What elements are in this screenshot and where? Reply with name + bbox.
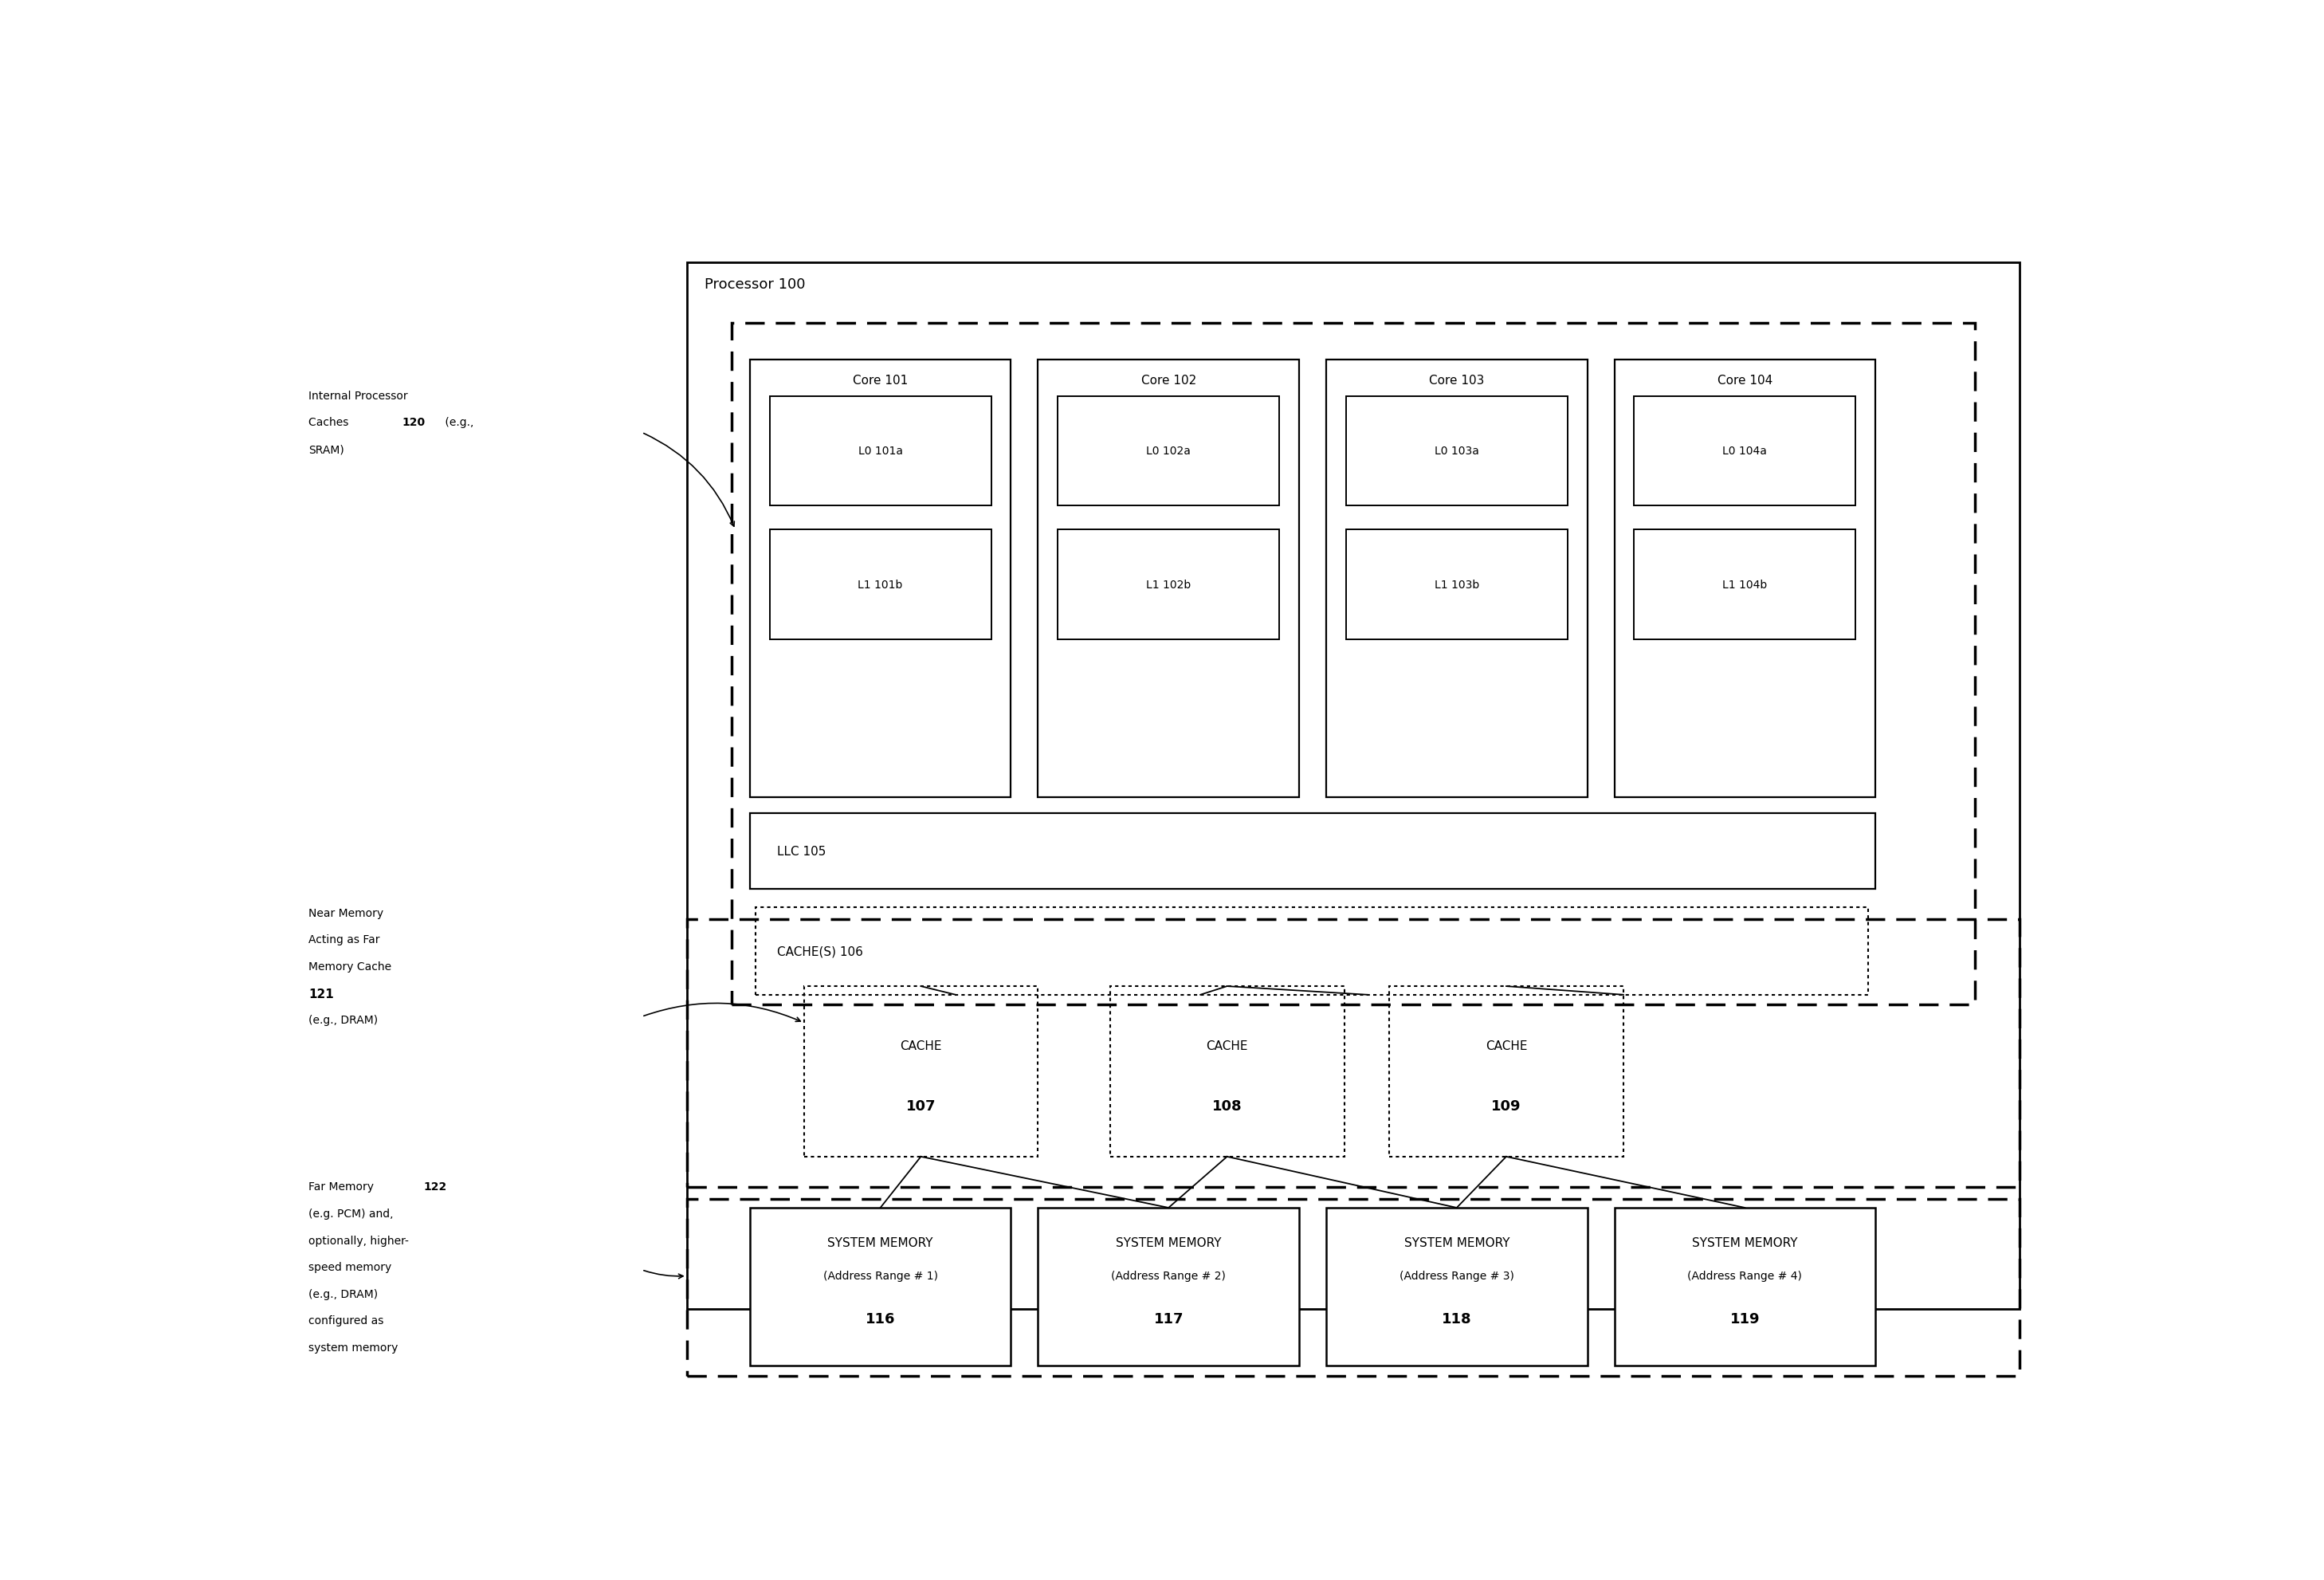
Text: L1 101b: L1 101b (858, 580, 902, 591)
Text: SYSTEM MEMORY: SYSTEM MEMORY (1404, 1237, 1511, 1248)
Text: Far Memory: Far Memory (309, 1182, 376, 1193)
Text: Memory Cache: Memory Cache (309, 961, 390, 972)
Text: (Address Range # 2): (Address Range # 2) (1111, 1270, 1225, 1281)
Bar (751, 360, 1011, 798)
Bar (1111, 986, 1343, 1157)
Bar (1039, 360, 1299, 798)
Bar (732, 324, 1975, 1005)
Text: LLC 105: LLC 105 (776, 845, 825, 858)
Bar (1615, 360, 1875, 798)
Bar (1327, 360, 1587, 798)
Bar (1057, 397, 1278, 506)
Text: (e.g., DRAM): (e.g., DRAM) (309, 1288, 379, 1299)
Bar (1346, 531, 1566, 640)
Text: 108: 108 (1213, 1098, 1241, 1112)
Text: Core 104: Core 104 (1717, 374, 1773, 387)
Text: L0 102a: L0 102a (1146, 446, 1190, 457)
Text: CACHE: CACHE (1206, 1040, 1248, 1052)
Text: Core 101: Core 101 (853, 374, 909, 387)
Text: L0 101a: L0 101a (858, 446, 902, 457)
Text: SYSTEM MEMORY: SYSTEM MEMORY (1692, 1237, 1799, 1248)
Text: SYSTEM MEMORY: SYSTEM MEMORY (1116, 1237, 1222, 1248)
Bar (1057, 531, 1278, 640)
Text: CACHE: CACHE (1485, 1040, 1527, 1052)
Text: SRAM): SRAM) (309, 444, 344, 455)
Text: (Address Range # 3): (Address Range # 3) (1399, 1270, 1513, 1281)
Text: Core 102: Core 102 (1141, 374, 1197, 387)
Text: (Address Range # 1): (Address Range # 1) (823, 1270, 939, 1281)
Text: L1 104b: L1 104b (1722, 580, 1766, 591)
Bar (1615, 1207, 1875, 1367)
Text: Internal Processor: Internal Processor (309, 390, 407, 401)
Bar (755, 907, 1868, 995)
Bar (751, 814, 1875, 890)
Text: 118: 118 (1441, 1311, 1471, 1326)
Bar (688, 920, 2020, 1187)
Text: L0 104a: L0 104a (1722, 446, 1766, 457)
Bar (688, 262, 2020, 1308)
Text: 121: 121 (309, 988, 335, 1000)
Text: optionally, higher-: optionally, higher- (309, 1234, 409, 1245)
Text: 116: 116 (865, 1311, 895, 1326)
Text: system memory: system memory (309, 1341, 397, 1352)
Bar (1327, 1207, 1587, 1367)
Text: CACHE(S) 106: CACHE(S) 106 (776, 945, 862, 957)
Text: (e.g. PCM) and,: (e.g. PCM) and, (309, 1207, 393, 1220)
Text: Core 103: Core 103 (1429, 374, 1485, 387)
Text: configured as: configured as (309, 1315, 383, 1326)
Text: 120: 120 (402, 417, 425, 428)
Bar (751, 1207, 1011, 1367)
Text: L0 103a: L0 103a (1434, 446, 1478, 457)
Text: CACHE: CACHE (899, 1040, 941, 1052)
Text: L1 103b: L1 103b (1434, 580, 1478, 591)
Text: L1 102b: L1 102b (1146, 580, 1190, 591)
Bar (1390, 986, 1622, 1157)
Bar (688, 1199, 2020, 1376)
Bar (1039, 1207, 1299, 1367)
Text: (Address Range # 4): (Address Range # 4) (1687, 1270, 1801, 1281)
Text: Processor 100: Processor 100 (704, 276, 806, 292)
Bar (1346, 397, 1566, 506)
Text: Acting as Far: Acting as Far (309, 934, 379, 945)
Text: (e.g.,: (e.g., (442, 417, 474, 428)
Text: 117: 117 (1153, 1311, 1183, 1326)
Text: (e.g., DRAM): (e.g., DRAM) (309, 1014, 379, 1025)
Text: speed memory: speed memory (309, 1261, 393, 1272)
Text: 109: 109 (1492, 1098, 1522, 1112)
Text: Caches: Caches (309, 417, 353, 428)
Text: Near Memory: Near Memory (309, 907, 383, 918)
Bar (769, 531, 990, 640)
Text: 119: 119 (1729, 1311, 1759, 1326)
Text: SYSTEM MEMORY: SYSTEM MEMORY (827, 1237, 934, 1248)
Text: 122: 122 (423, 1182, 446, 1193)
Text: 107: 107 (906, 1098, 937, 1112)
Bar (1634, 397, 1855, 506)
Bar (1634, 531, 1855, 640)
Bar (804, 986, 1039, 1157)
Bar (769, 397, 990, 506)
